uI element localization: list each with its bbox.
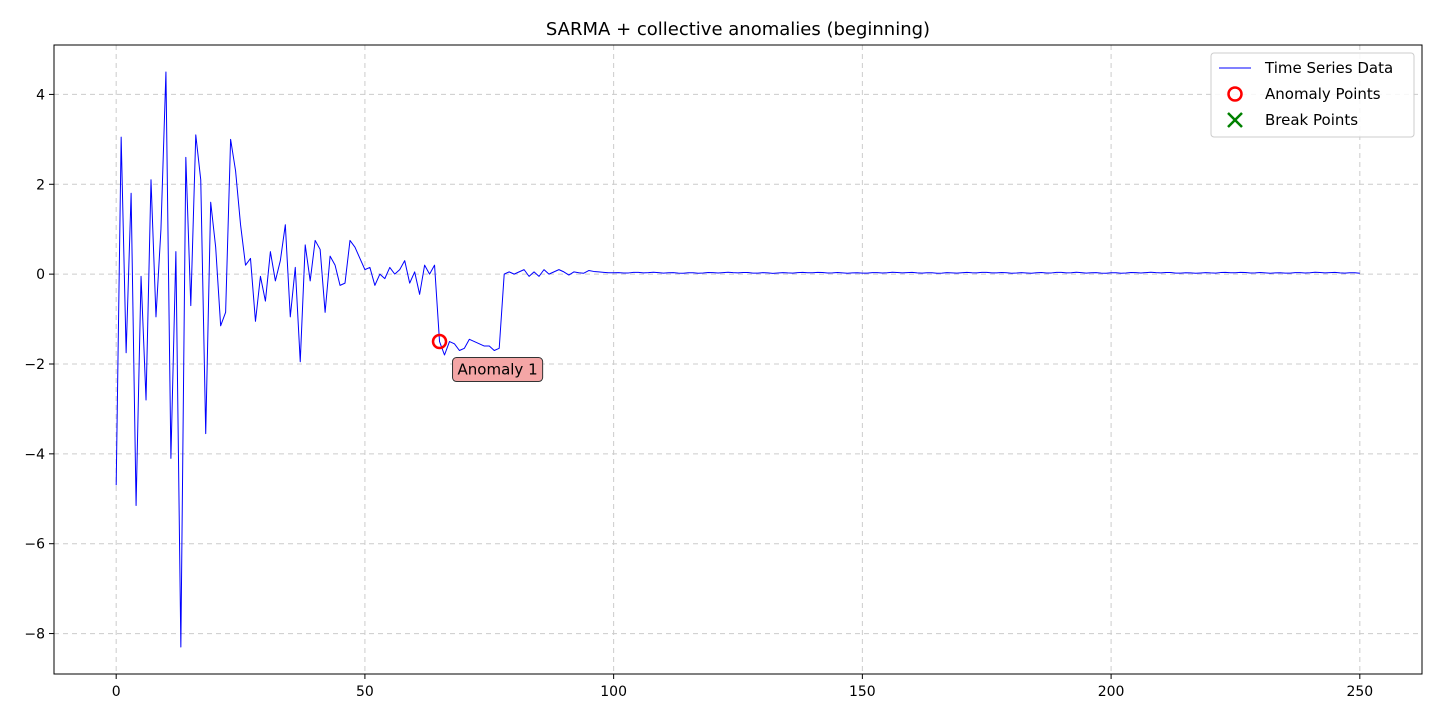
legend-label: Time Series Data (1264, 59, 1393, 77)
y-tick-label: 0 (36, 267, 45, 283)
series-line (115, 71, 1360, 648)
y-tick-label: 4 (36, 87, 45, 103)
legend-label: Anomaly Points (1265, 85, 1381, 103)
anomaly-point (431, 333, 448, 350)
plot-frame (53, 44, 1423, 675)
x-tick-label: 250 (1346, 684, 1373, 700)
legend-box (1210, 52, 1415, 138)
chart-title: SARMA + collective anomalies (beginning) (546, 19, 930, 40)
markers-layer: Anomaly 1 (431, 333, 544, 383)
annotation-label: Anomaly 1 (458, 361, 538, 379)
annotation-box (452, 357, 544, 383)
x-tick-label: 50 (356, 684, 374, 700)
annotation: Anomaly 1 (452, 357, 544, 383)
x-tick-label: 0 (112, 684, 121, 700)
series-layer (115, 71, 1360, 648)
y-tick-label: 2 (36, 177, 45, 193)
legend-x-swatch (1227, 112, 1243, 128)
legend-label: Break Points (1265, 111, 1358, 129)
y-tick-label: −4 (24, 447, 45, 463)
x-tick-label: 150 (849, 684, 876, 700)
legend-circle-swatch (1227, 86, 1243, 102)
y-tick-label: −6 (24, 537, 45, 553)
y-tick-label: −2 (24, 357, 45, 373)
x-tick-label: 200 (1098, 684, 1125, 700)
x-tick-label: 100 (600, 684, 627, 700)
grid (54, 45, 1422, 674)
legend: Time Series Data Anomaly Points Break Poin… (1210, 52, 1415, 138)
axis-ticks: 0 50 100 150 200 250 4 2 0 −2 −4 −6 −8 (24, 87, 1373, 700)
y-tick-label: −8 (24, 627, 45, 643)
